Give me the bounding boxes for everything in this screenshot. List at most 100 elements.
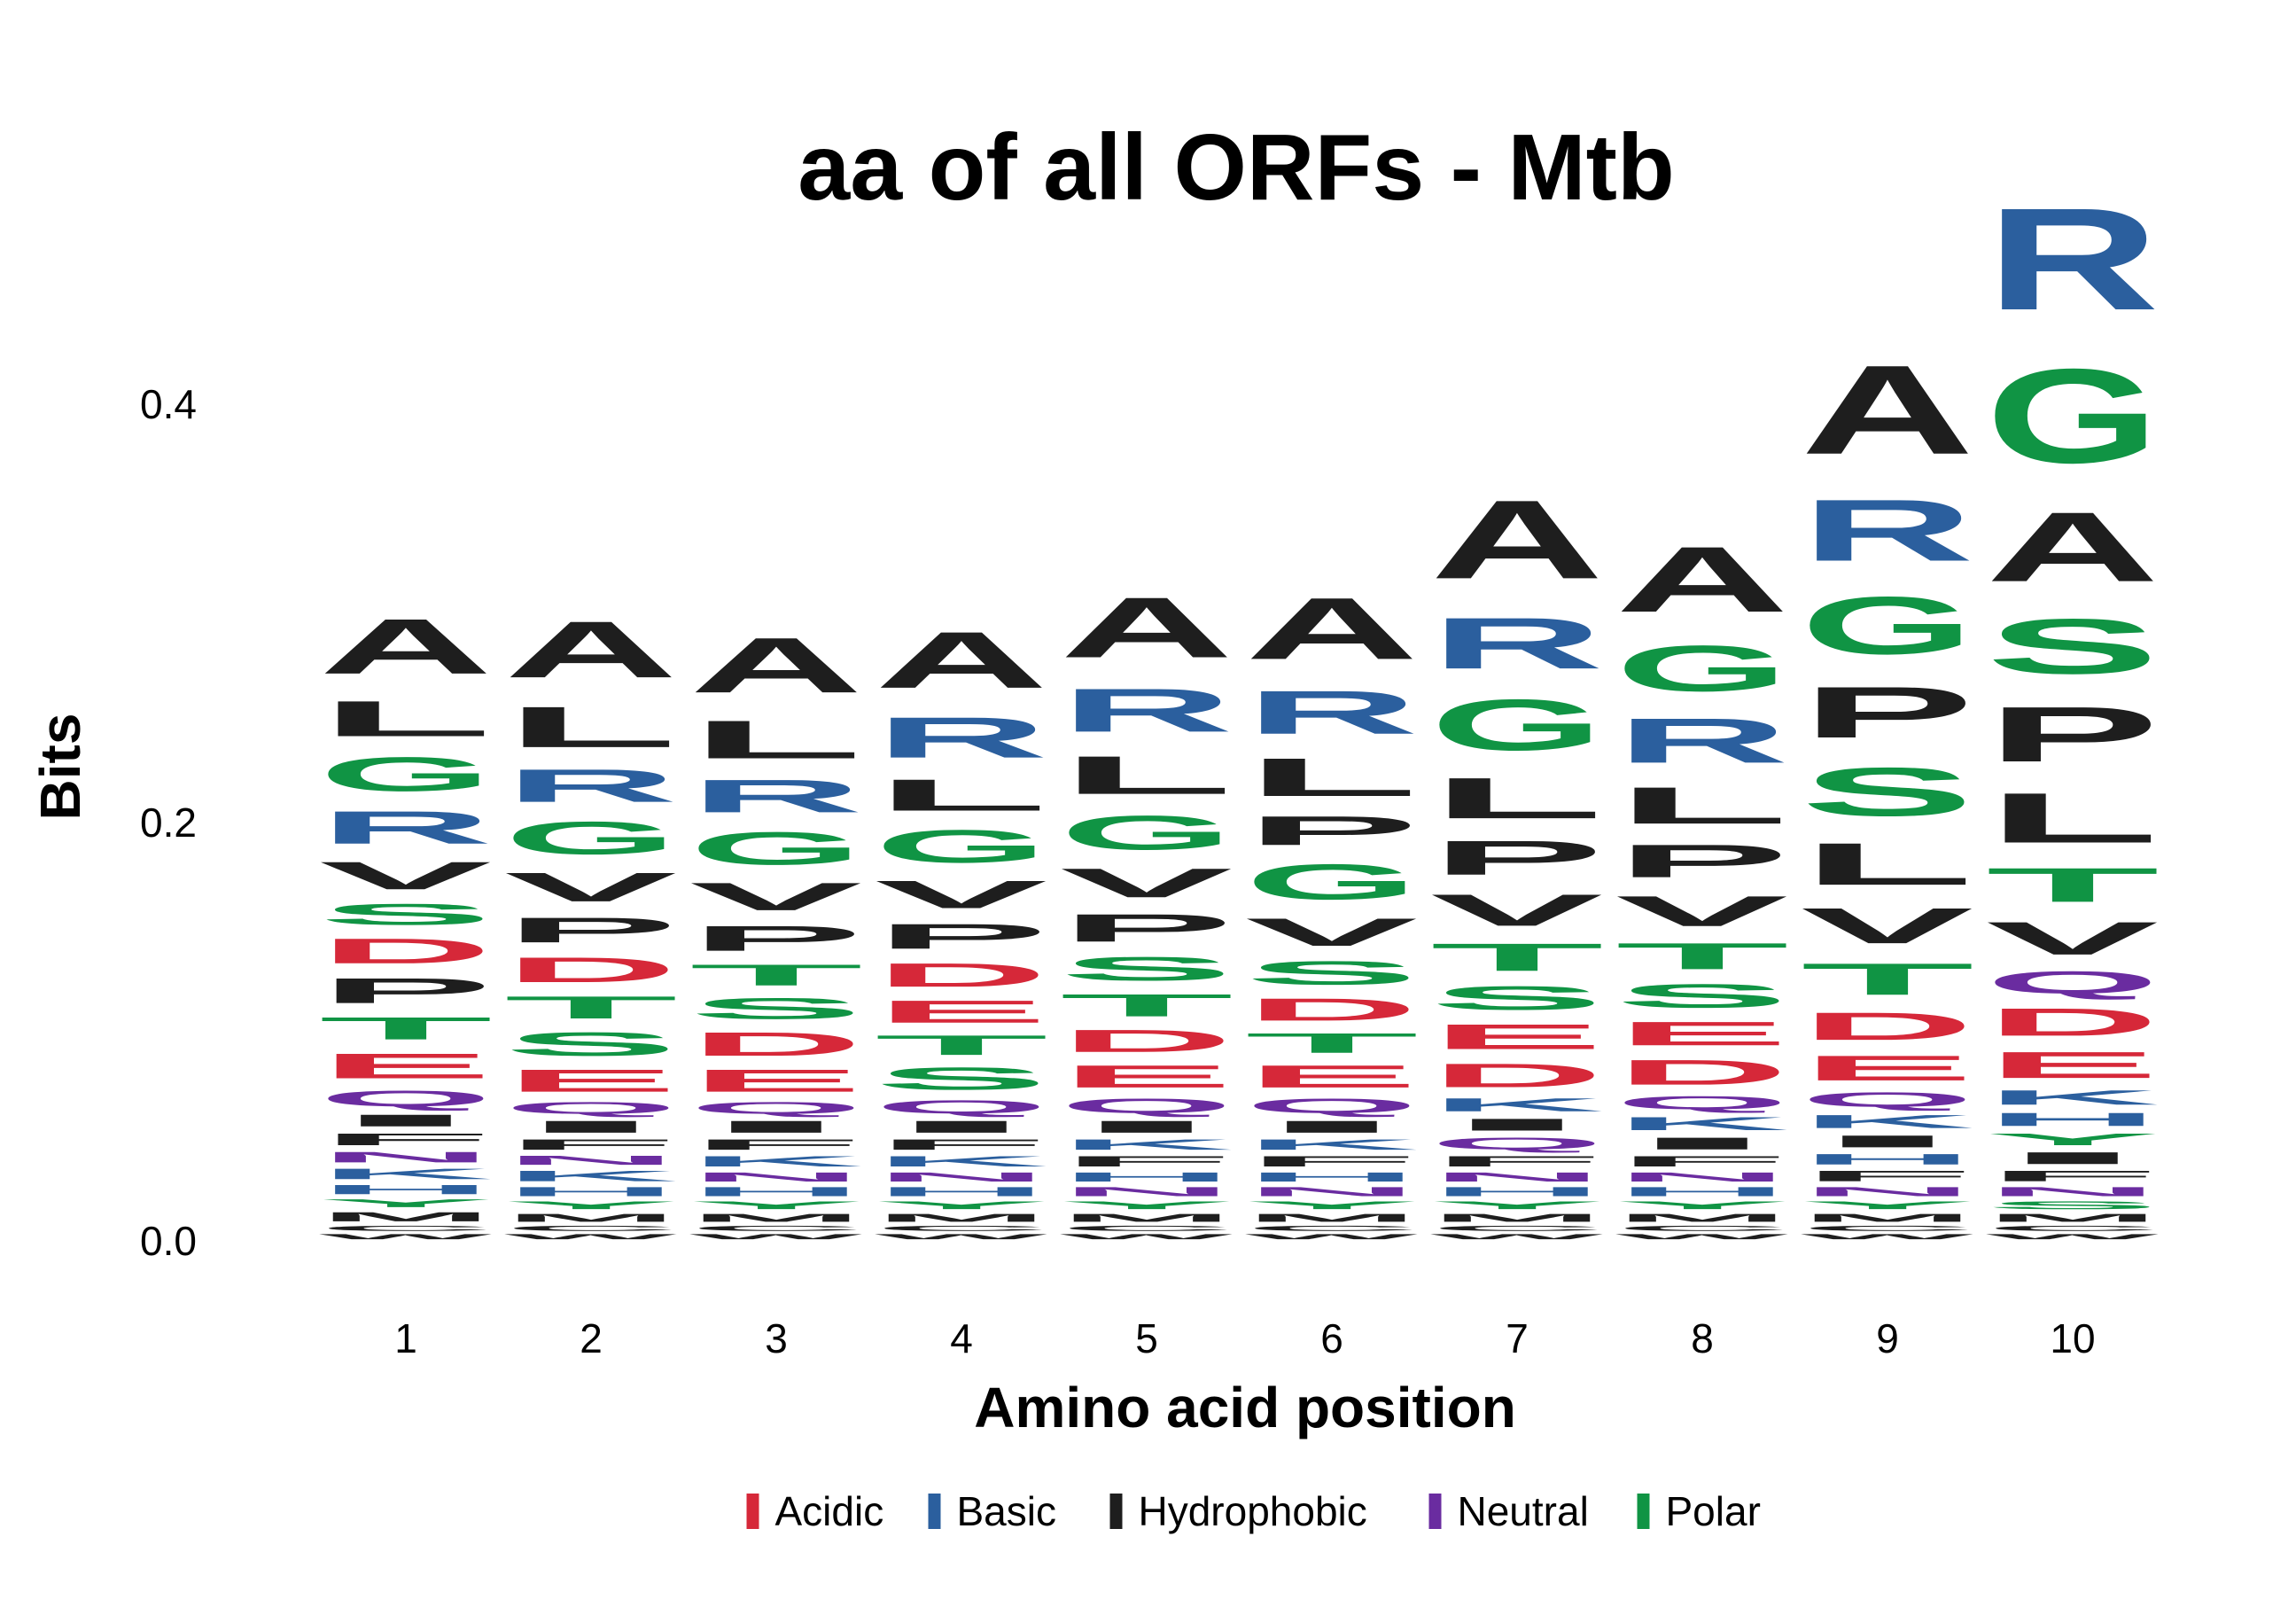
logo-glyph: W [1801,1233,1973,1241]
logo-glyph: A [1986,491,2160,602]
logo-glyph: L [689,709,863,769]
logo-glyph: M [1245,1212,1419,1224]
logo-glyph: E [1986,1044,2160,1086]
logo-glyph: A [504,604,678,694]
logo-glyph: H [1245,1170,1419,1185]
legend-label: Basic [957,1488,1056,1534]
logo-glyph: K [1986,1086,2160,1109]
logo-glyph: V [1986,912,2159,964]
logo-glyph: R [1245,678,1419,747]
y-axis-ticks: 0.0 0.2 0.4 [140,381,197,1264]
logo-glyph: G [319,747,493,801]
x-tick-label: 9 [1876,1315,1899,1361]
logo-glyph: Y [1986,1130,2160,1149]
logo-glyph: C [504,1224,678,1232]
logo-glyph: Q [1060,1095,1234,1118]
logo-glyph: W [689,1233,862,1241]
logo-glyph: E [504,1063,678,1098]
logo-glyph: T [319,1010,493,1046]
logo-glyph: T [1430,935,1604,979]
logo-glyph: I [504,1118,678,1136]
logo-glyph: H [1615,1184,1789,1199]
logo-glyph: I [1986,1149,2160,1167]
logo-glyph: T [1801,954,1974,1004]
logo-glyph: M [689,1212,863,1224]
logo-glyph: D [1615,1053,1789,1093]
x-tick-label: 7 [1506,1315,1529,1361]
logo-glyph: N [1245,1184,1419,1199]
logo-glyph: Q [1801,1088,1974,1112]
logo-glyph: F [875,1136,1048,1153]
logo-glyph: P [1615,835,1789,887]
logo-glyph: V [1615,887,1788,935]
logo-glyph: L [1060,745,1234,805]
y-axis-label: Bits [28,714,92,821]
logo-glyph: P [1430,831,1604,885]
logo-glyph: C [689,1224,863,1232]
logo-glyph: S [319,898,493,932]
logo-glyph: Q [1430,1135,1604,1153]
logo-glyph: E [1245,1059,1419,1095]
logo-glyph: G [1245,854,1419,910]
logo-glyph: R [875,705,1048,769]
logo-glyph: I [689,1118,863,1136]
logo-glyph: M [1430,1212,1604,1224]
logo-glyph: I [319,1112,493,1130]
logo-glyph: G [504,812,678,864]
logo-glyph: L [504,695,678,760]
logo-glyph: A [1615,527,1789,632]
logo-glyph: S [1801,753,1974,831]
logo-glyph: H [319,1182,493,1197]
logo-glyph: S [1986,603,2160,690]
logo-glyph: V [1430,885,1603,935]
logo-glyph: Y [875,1199,1048,1212]
logo-glyph: K [1615,1113,1789,1135]
logo-glyph: Q [1615,1092,1789,1113]
logo-glyph: D [504,950,678,990]
logo-glyph: W [319,1233,492,1241]
logo-glyph: D [1801,1004,1974,1048]
logo-glyph: S [1245,955,1419,992]
y-tick-label: 0.4 [140,381,197,427]
logo-glyph: G [1986,341,2160,491]
logo-glyph: A [689,621,863,709]
logo-glyph: I [1060,1118,1234,1136]
logo-glyph: H [1060,1170,1234,1185]
logo-glyph: C [875,1224,1048,1232]
legend: Acidic Basic Hydrophobic Neutral Polar [746,1488,1761,1534]
logo-glyph: R [1801,481,1974,580]
logo-glyph: K [1060,1136,1234,1153]
legend-label: Hydrophobic [1139,1488,1367,1534]
logo-glyph: R [319,801,493,854]
logo-glyph: P [504,910,678,950]
logo-glyph: S [1430,979,1604,1017]
logo-glyph: H [875,1184,1048,1199]
logo-glyph: L [875,770,1048,821]
logo-glyph: L [1801,831,1974,897]
logo-glyph: E [689,1063,863,1098]
logo-glyph: Y [319,1197,493,1209]
logo-glyph: C [1615,1224,1789,1232]
x-tick-label: 10 [2050,1315,2095,1361]
logo-glyph: N [1430,1170,1604,1185]
logo-stacks: WCMYHKNFIQETPDSVRGLAWCMYHKNFIQESTDPVGRLA… [319,177,2160,1241]
logo-glyph: W [504,1233,677,1241]
logo-glyph: N [1801,1184,1974,1199]
logo-glyph: I [1245,1118,1419,1136]
logo-glyph: T [1615,935,1789,977]
logo-glyph: S [875,1061,1048,1096]
logo-glyph: M [319,1210,493,1224]
logo-glyph: F [319,1130,493,1149]
logo-glyph: Y [504,1199,678,1212]
logo-glyph: P [1801,672,1974,753]
logo-glyph: C [1801,1224,1974,1232]
logo-glyph: F [1986,1167,2160,1184]
legend-label: Acidic [775,1488,884,1534]
logo-glyph: A [1245,580,1419,678]
